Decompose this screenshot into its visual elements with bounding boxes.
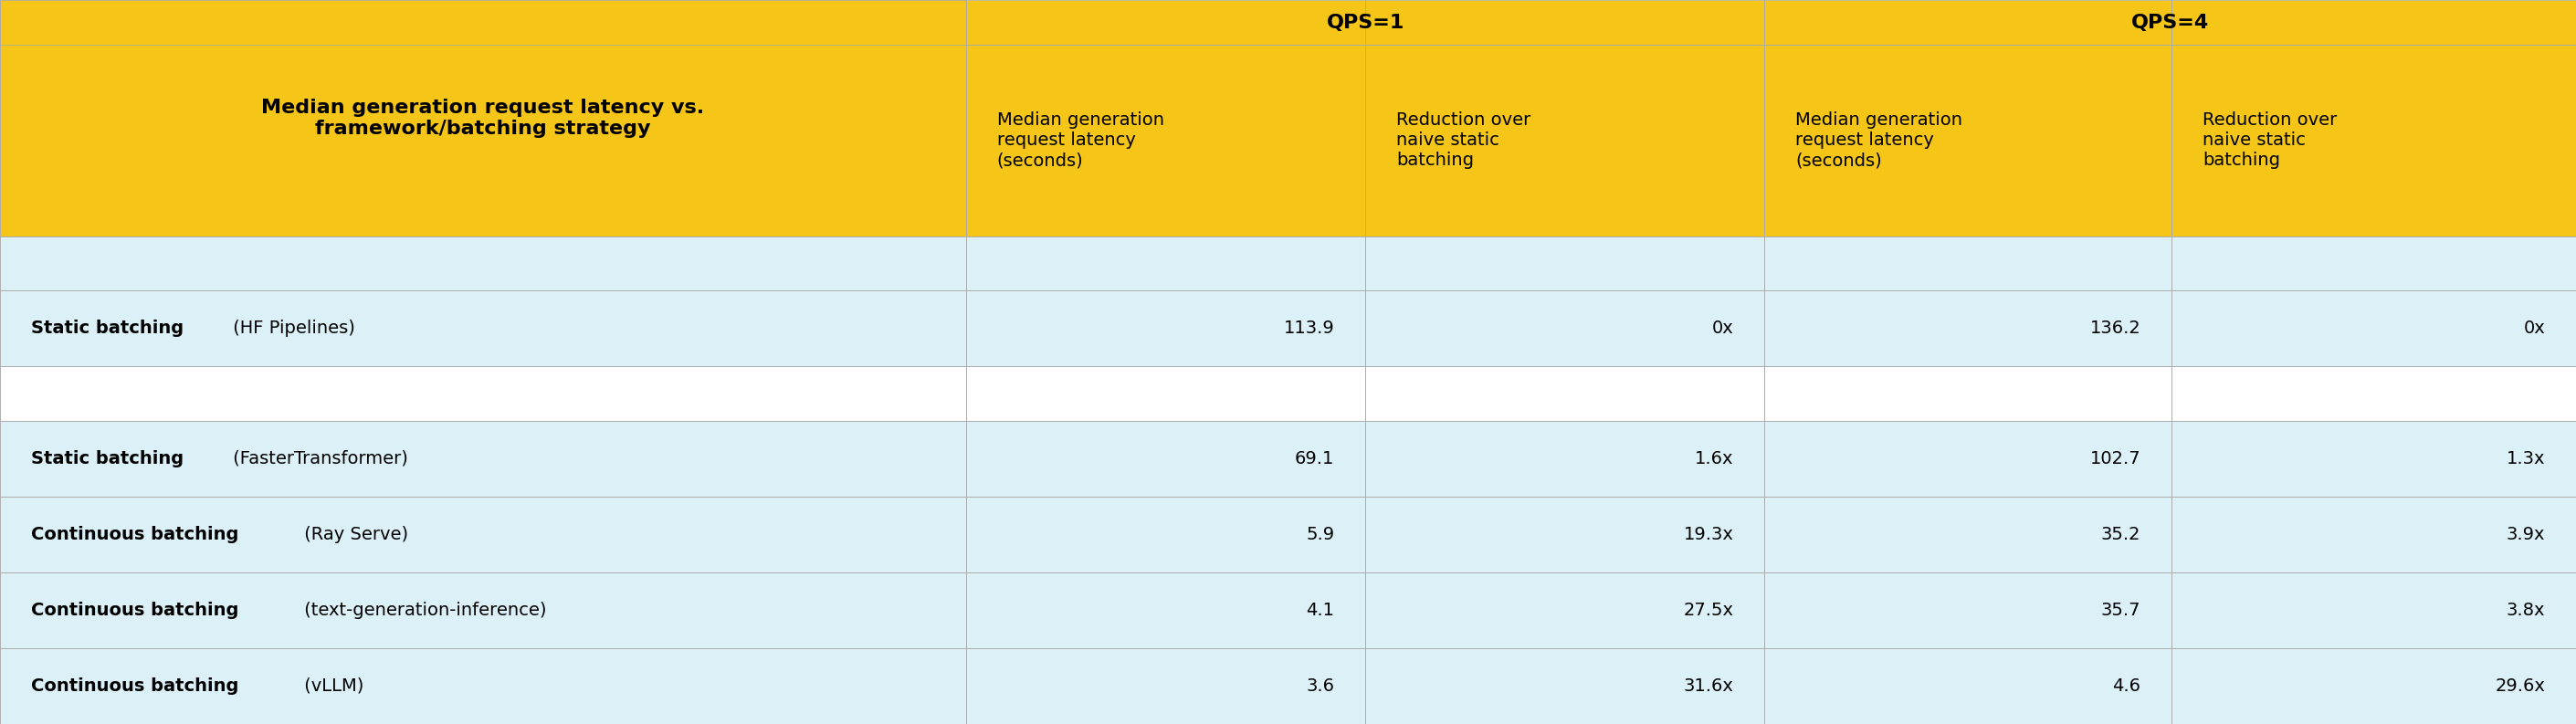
Bar bbox=[1365, 290, 1765, 366]
Bar bbox=[0, 0, 966, 236]
Text: 19.3x: 19.3x bbox=[1685, 526, 1734, 543]
Bar bbox=[2172, 45, 2576, 236]
Text: QPS=1: QPS=1 bbox=[1327, 13, 1404, 32]
Text: 1.3x: 1.3x bbox=[2506, 450, 2545, 467]
Bar bbox=[1365, 421, 1765, 497]
Bar bbox=[1765, 45, 2172, 236]
Bar bbox=[1365, 572, 1765, 648]
Text: 113.9: 113.9 bbox=[1283, 320, 1334, 337]
Text: 3.8x: 3.8x bbox=[2506, 602, 2545, 619]
Bar bbox=[966, 45, 1365, 236]
Text: Continuous batching: Continuous batching bbox=[31, 602, 240, 619]
Text: Median generation
request latency
(seconds): Median generation request latency (secon… bbox=[997, 111, 1164, 169]
Bar bbox=[0, 421, 966, 497]
Text: QPS=4: QPS=4 bbox=[2130, 13, 2210, 32]
Text: (vLLM): (vLLM) bbox=[299, 678, 363, 695]
Bar bbox=[1765, 290, 2172, 366]
Bar bbox=[966, 236, 1365, 290]
Text: 29.6x: 29.6x bbox=[2496, 678, 2545, 695]
Text: 102.7: 102.7 bbox=[2089, 450, 2141, 467]
Bar bbox=[0, 290, 966, 366]
Bar bbox=[966, 290, 1365, 366]
Text: Continuous batching: Continuous batching bbox=[31, 678, 240, 695]
Bar bbox=[1765, 572, 2172, 648]
Text: Reduction over
naive static
batching: Reduction over naive static batching bbox=[1396, 111, 1530, 169]
Text: Static batching: Static batching bbox=[31, 320, 183, 337]
Bar bbox=[0, 0, 966, 45]
Text: 1.6x: 1.6x bbox=[1695, 450, 1734, 467]
Text: 27.5x: 27.5x bbox=[1685, 602, 1734, 619]
Bar bbox=[1765, 421, 2172, 497]
Text: Static batching: Static batching bbox=[31, 450, 183, 467]
Text: Continuous batching: Continuous batching bbox=[31, 526, 240, 543]
Bar bbox=[1765, 0, 2576, 45]
Text: Median generation request latency vs.
framework/batching strategy: Median generation request latency vs. fr… bbox=[263, 98, 703, 138]
Text: (FasterTransformer): (FasterTransformer) bbox=[227, 450, 410, 467]
Bar bbox=[2172, 236, 2576, 290]
Text: 69.1: 69.1 bbox=[1296, 450, 1334, 467]
Text: Median generation
request latency
(seconds): Median generation request latency (secon… bbox=[1795, 111, 1963, 169]
Bar bbox=[966, 421, 1365, 497]
Bar bbox=[1365, 648, 1765, 724]
Text: 0x: 0x bbox=[1713, 320, 1734, 337]
Text: 35.7: 35.7 bbox=[2102, 602, 2141, 619]
Text: (HF Pipelines): (HF Pipelines) bbox=[227, 320, 355, 337]
Bar bbox=[1765, 648, 2172, 724]
Text: (text-generation-inference): (text-generation-inference) bbox=[299, 602, 546, 619]
Text: 4.1: 4.1 bbox=[1306, 602, 1334, 619]
Bar bbox=[1765, 236, 2172, 290]
Bar bbox=[2172, 366, 2576, 421]
Bar bbox=[966, 648, 1365, 724]
Bar bbox=[966, 572, 1365, 648]
Text: (Ray Serve): (Ray Serve) bbox=[299, 526, 410, 543]
Text: Reduction over
naive static
batching: Reduction over naive static batching bbox=[2202, 111, 2336, 169]
Bar bbox=[0, 497, 966, 572]
Text: 0x: 0x bbox=[2524, 320, 2545, 337]
Bar bbox=[0, 236, 966, 290]
Bar bbox=[0, 366, 966, 421]
Bar bbox=[2172, 648, 2576, 724]
Text: 3.6: 3.6 bbox=[1306, 678, 1334, 695]
Bar bbox=[966, 497, 1365, 572]
Bar bbox=[1365, 236, 1765, 290]
Bar bbox=[1365, 45, 1765, 236]
Text: 5.9: 5.9 bbox=[1306, 526, 1334, 543]
Bar bbox=[1365, 497, 1765, 572]
Text: 136.2: 136.2 bbox=[2089, 320, 2141, 337]
Bar bbox=[966, 0, 1765, 45]
Text: 4.6: 4.6 bbox=[2112, 678, 2141, 695]
Bar bbox=[2172, 572, 2576, 648]
Text: 31.6x: 31.6x bbox=[1685, 678, 1734, 695]
Text: 3.9x: 3.9x bbox=[2506, 526, 2545, 543]
Bar bbox=[0, 648, 966, 724]
Bar bbox=[2172, 421, 2576, 497]
Bar bbox=[0, 572, 966, 648]
Bar bbox=[2172, 290, 2576, 366]
Bar bbox=[2172, 497, 2576, 572]
Bar bbox=[1365, 366, 1765, 421]
Bar bbox=[966, 366, 1365, 421]
Bar bbox=[1765, 497, 2172, 572]
Bar bbox=[1765, 366, 2172, 421]
Text: 35.2: 35.2 bbox=[2102, 526, 2141, 543]
